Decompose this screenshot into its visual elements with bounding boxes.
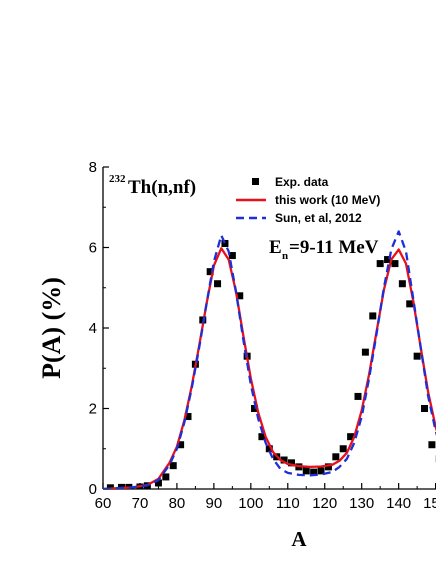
y-axis-title: P(A) (%) bbox=[37, 277, 66, 379]
legend: Exp. data this work (10 MeV) Sun, et al,… bbox=[236, 175, 380, 225]
x-tick-label: 90 bbox=[206, 495, 223, 512]
exp-data-point bbox=[214, 280, 222, 288]
exp-data-point bbox=[317, 467, 325, 475]
y-axis-ticks: 0 2 4 6 8 bbox=[89, 159, 109, 498]
exp-data-point bbox=[310, 468, 318, 476]
legend-label-sun: Sun, et al, 2012 bbox=[275, 211, 362, 225]
x-tick-label: 140 bbox=[386, 495, 411, 512]
x-tick-label: 70 bbox=[132, 495, 149, 512]
energy-symbol: E bbox=[269, 237, 282, 258]
y-tick-label: 0 bbox=[89, 481, 97, 498]
series-layer bbox=[103, 230, 436, 489]
reaction-label: Th(n,nf) bbox=[128, 177, 196, 198]
exp-data-point bbox=[236, 292, 244, 300]
exp-data-point bbox=[265, 445, 273, 453]
y-tick-label: 2 bbox=[89, 401, 97, 418]
exp-data-point bbox=[280, 456, 288, 464]
energy-subscript: n bbox=[282, 250, 288, 262]
exp-data-point bbox=[177, 441, 185, 449]
x-axis-ticks: 60 70 80 90 100 110 120 130 140 150 bbox=[95, 483, 436, 512]
exp-data-point bbox=[384, 256, 392, 264]
y-tick-label: 4 bbox=[89, 320, 97, 337]
exp-data-point bbox=[287, 459, 295, 467]
exp-data-point bbox=[369, 312, 377, 320]
sun-2012-curve bbox=[103, 230, 436, 489]
x-tick-label: 110 bbox=[276, 495, 300, 512]
y-tick-label: 8 bbox=[89, 159, 97, 176]
x-tick-label: 130 bbox=[349, 495, 374, 512]
exp-data-point bbox=[228, 252, 236, 260]
exp-data-point bbox=[324, 463, 332, 471]
exp-data-point bbox=[206, 268, 214, 276]
x-tick-label: 150 bbox=[423, 495, 436, 512]
exp-data-point bbox=[184, 413, 192, 421]
exp-data-point bbox=[302, 467, 310, 475]
x-tick-label: 120 bbox=[312, 495, 337, 512]
exp-data-point bbox=[339, 445, 347, 453]
this-work-curve bbox=[103, 247, 436, 489]
exp-data-point bbox=[354, 392, 362, 400]
exp-data-point bbox=[406, 300, 414, 308]
legend-label-this-work: this work (10 MeV) bbox=[275, 193, 380, 207]
legend-marker-exp bbox=[252, 178, 259, 185]
exp-data-point bbox=[332, 453, 340, 461]
exp-data-point bbox=[361, 348, 369, 356]
reaction-mass-superscript: 232 bbox=[109, 173, 126, 185]
exp-data-point bbox=[154, 479, 162, 487]
x-tick-label: 60 bbox=[95, 495, 112, 512]
exp-data-point bbox=[162, 473, 170, 481]
energy-range: =9-11 MeV bbox=[289, 237, 379, 258]
exp-data-point bbox=[347, 433, 355, 441]
exp-data-point bbox=[169, 462, 177, 470]
exp-data-point bbox=[421, 405, 429, 412]
exp-data-point bbox=[413, 352, 421, 360]
exp-data-point bbox=[258, 433, 266, 441]
exp-data-point bbox=[221, 239, 229, 247]
exp-data-point bbox=[106, 484, 114, 489]
legend-label-exp: Exp. data bbox=[275, 175, 329, 189]
x-tick-label: 100 bbox=[238, 495, 263, 512]
exp-data-point bbox=[117, 483, 125, 489]
exp-data-point bbox=[251, 405, 259, 412]
exp-data-point bbox=[398, 280, 406, 288]
exp-data-point bbox=[376, 260, 384, 268]
x-tick-label: 80 bbox=[169, 495, 186, 512]
exp-data-point bbox=[125, 483, 133, 489]
exp-data-point bbox=[428, 441, 436, 449]
x-axis-title: A bbox=[291, 527, 307, 551]
y-tick-label: 6 bbox=[89, 240, 97, 257]
exp-data-point bbox=[391, 260, 399, 268]
